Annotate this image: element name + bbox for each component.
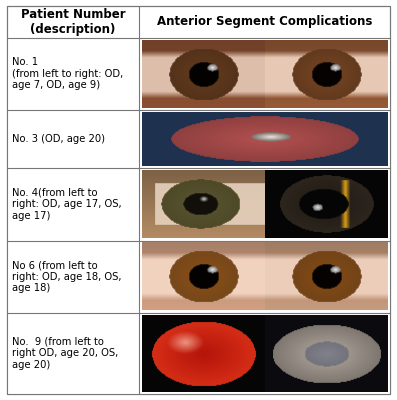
Text: No. 1
(from left to right: OD,
age 7, OD, age 9): No. 1 (from left to right: OD, age 7, OD… <box>12 57 123 90</box>
Text: No.  9 (from left to
right OD, age 20, OS,
age 20): No. 9 (from left to right OD, age 20, OS… <box>12 337 118 370</box>
Text: No 6 (from left to
right: OD, age 18, OS,
age 18): No 6 (from left to right: OD, age 18, OS… <box>12 260 121 293</box>
Bar <box>7 168 139 240</box>
Bar <box>139 168 390 240</box>
Bar <box>7 313 139 394</box>
Bar <box>7 110 139 168</box>
Bar <box>7 240 139 313</box>
Text: No. 4(from left to
right: OD, age 17, OS,
age 17): No. 4(from left to right: OD, age 17, OS… <box>12 188 121 221</box>
Bar <box>139 240 390 313</box>
Bar <box>139 313 390 394</box>
Bar <box>7 38 139 110</box>
Text: Anterior Segment Complications: Anterior Segment Complications <box>157 16 372 28</box>
Bar <box>139 110 390 168</box>
Text: Patient Number
(description): Patient Number (description) <box>21 8 125 36</box>
Text: No. 3 (OD, age 20): No. 3 (OD, age 20) <box>12 134 105 144</box>
Bar <box>139 38 390 110</box>
